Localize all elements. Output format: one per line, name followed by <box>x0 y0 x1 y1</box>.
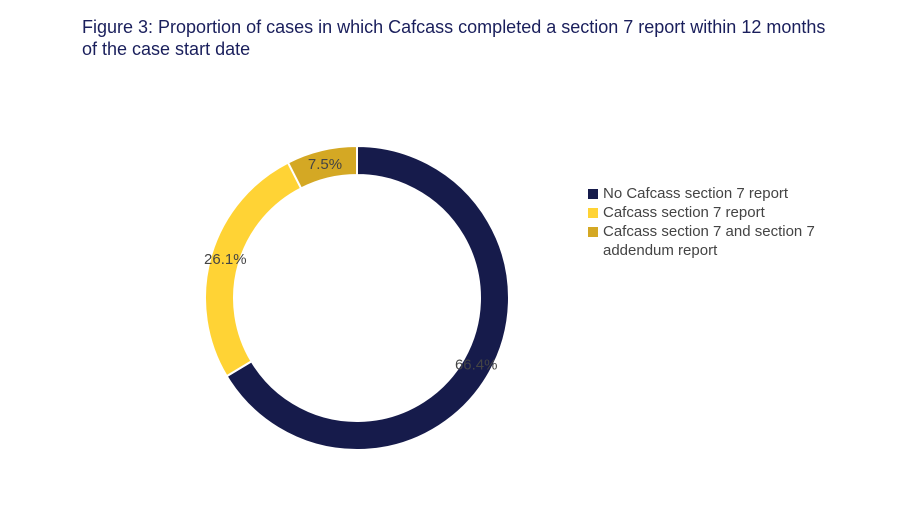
legend-item: No Cafcass section 7 report <box>588 184 858 203</box>
donut-slice <box>225 144 510 451</box>
legend-label: No Cafcass section 7 report <box>603 185 789 202</box>
legend-swatch <box>588 227 598 237</box>
legend-label: Cafcass section 7 report <box>603 204 765 221</box>
legend-label: Cafcass section 7 and section 7 addendum… <box>603 223 815 259</box>
legend-swatch <box>588 208 598 218</box>
chart-title: Figure 3: Proportion of cases in which C… <box>82 17 826 59</box>
legend-item: Cafcass section 7 report <box>588 203 858 222</box>
legend-item: Cafcass section 7 and section 7 addendum… <box>588 222 858 260</box>
data-label: 7.5% <box>308 156 342 173</box>
donut-slice <box>286 144 358 190</box>
legend-swatch <box>588 189 598 199</box>
data-label: 66.4% <box>455 356 498 373</box>
donut-slice <box>204 161 303 378</box>
data-label: 26.1% <box>204 251 247 268</box>
legend: No Cafcass section 7 report Cafcass secti… <box>588 184 858 260</box>
